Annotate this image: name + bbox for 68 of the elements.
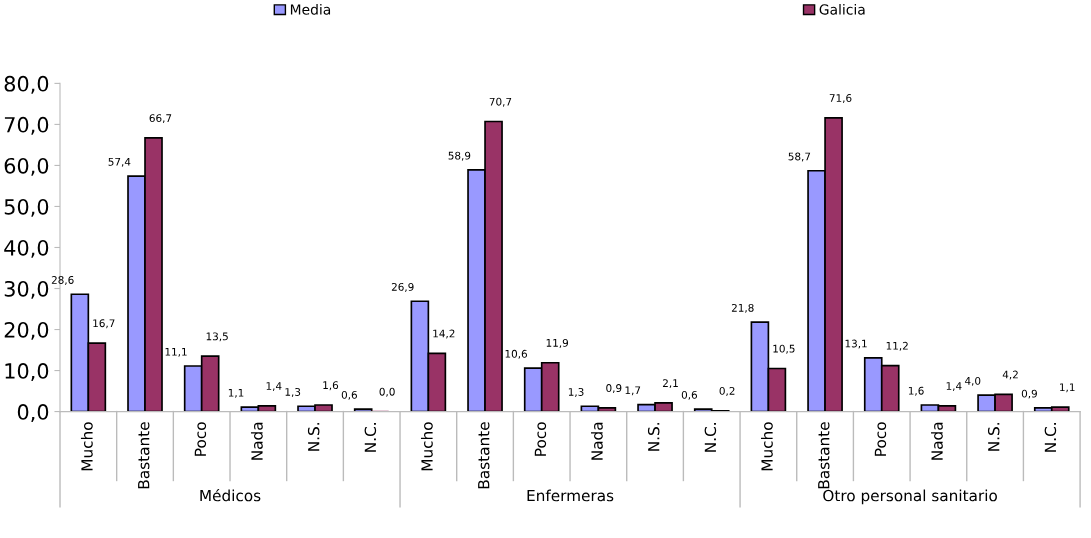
y-tick-label: 20,0 (4, 321, 49, 340)
data-label: 13,5 (206, 332, 228, 342)
x-tick-label: Poco (534, 422, 547, 456)
x-tick-label: N.S. (987, 423, 1000, 451)
data-label: 1,1 (228, 388, 244, 398)
data-label: 1,1 (1060, 383, 1075, 393)
y-tick-label: 30,0 (4, 280, 49, 299)
x-tick-label: Poco (194, 422, 207, 456)
data-label: 11,2 (886, 341, 908, 351)
data-label: 66,7 (149, 114, 172, 124)
data-label: 1,3 (568, 388, 584, 397)
data-label: 57,4 (108, 158, 131, 167)
data-label: 1,6 (908, 386, 924, 396)
y-tick-label: 80,0 (4, 75, 49, 94)
text: Enfermeras (527, 489, 614, 502)
y-tick-label: 40,0 (4, 239, 49, 258)
data-label: 10,5 (773, 344, 795, 354)
data-label: 0,6 (341, 390, 357, 400)
text: Otro personal sanitario (823, 489, 997, 505)
data-label: 70,7 (489, 97, 512, 107)
data-label: 10,6 (505, 349, 527, 359)
legend-label: Galicia (819, 4, 865, 15)
data-label: 1,3 (285, 388, 301, 397)
data-label: 1,4 (266, 382, 282, 391)
data-label: 1,7 (625, 386, 641, 396)
x-tick-label: Bastante (818, 422, 830, 489)
x-tick-label: Mucho (420, 422, 433, 471)
x-tick-label: N.C. (1044, 423, 1057, 452)
x-tick-label: Poco (874, 422, 887, 456)
data-label: 21,8 (731, 303, 754, 313)
data-label: 28,6 (51, 276, 74, 285)
y-tick-label: 10,0 (5, 363, 49, 381)
data-label: 11,1 (165, 347, 187, 357)
data-label: 0,6 (681, 390, 698, 400)
x-tick-label: Nada (931, 422, 943, 460)
data-label: 14,2 (433, 329, 455, 339)
data-label: 0,9 (606, 384, 622, 394)
x-tick-label: Bastante (138, 422, 150, 489)
data-label: 1,6 (323, 381, 339, 391)
data-label: 58,9 (448, 151, 471, 161)
x-tick-label: N.S. (307, 423, 320, 451)
legend-label: Media (290, 4, 331, 15)
x-tick-label: N.C. (364, 423, 377, 452)
data-label: 16,7 (93, 319, 115, 329)
data-label: 0,9 (1021, 389, 1037, 399)
y-tick-label: 70,0 (4, 116, 49, 135)
x-tick-label: Bastante (478, 422, 490, 489)
data-label: 0,0 (379, 387, 395, 397)
data-label: 4,0 (964, 376, 981, 386)
x-tick-label: Nada (590, 422, 603, 460)
x-tick-label: N.C. (704, 423, 717, 452)
x-tick-label: N.S. (647, 423, 660, 451)
data-label: 26,9 (391, 282, 414, 292)
y-tick-label: 0,0 (17, 404, 49, 422)
y-tick-label: 60,0 (4, 157, 49, 176)
data-label: 0,2 (719, 386, 735, 396)
data-label: 58,7 (788, 152, 811, 162)
data-label: 11,9 (546, 338, 569, 348)
y-tick-label: 50,0 (4, 198, 49, 217)
data-label: 4,2 (1002, 370, 1018, 380)
x-tick-label: Mucho (80, 422, 93, 471)
x-tick-label: Nada (250, 422, 263, 460)
x-tick-label: Mucho (761, 422, 773, 471)
data-label: 1,4 (946, 382, 962, 391)
data-label: 13,1 (845, 339, 867, 349)
data-label: 2,1 (662, 379, 678, 389)
data-label: 71,6 (829, 94, 852, 103)
text: Médicos (200, 488, 261, 502)
